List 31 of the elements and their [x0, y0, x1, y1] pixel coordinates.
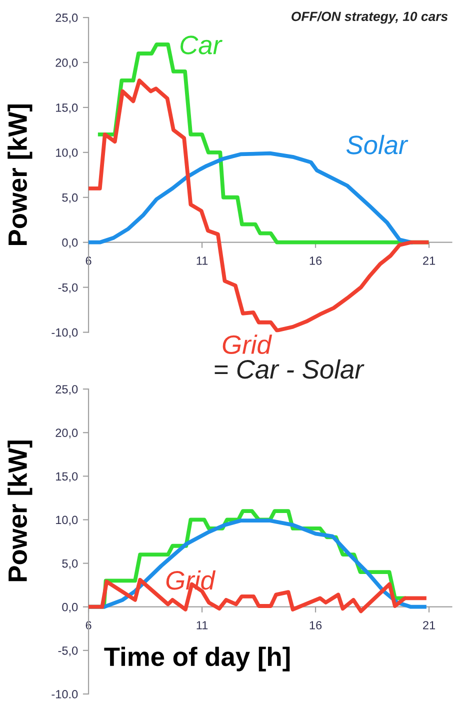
chart-title: OFF/ON strategy, 10 cars — [292, 11, 448, 24]
x-axis-title: Time of day [h] — [104, 646, 290, 672]
x-tick-label: 11 — [196, 256, 208, 265]
series-label: Car — [180, 36, 222, 54]
series-label: Grid — [222, 334, 272, 354]
series-label: Solar — [346, 134, 408, 154]
x-tick-label: 11 — [196, 621, 208, 630]
y-tick-label: 5,0 — [62, 193, 78, 204]
x-tick-label: 21 — [423, 621, 436, 630]
y-tick-label: 5,0 — [62, 559, 78, 570]
y-tick-label: 20,0 — [56, 428, 78, 438]
y-axis-title: Power [kW] — [8, 104, 32, 245]
x-tick-label: 16 — [310, 621, 322, 630]
y-tick-label: -5,0 — [58, 646, 78, 656]
y-tick-label: -5,0 — [58, 283, 78, 294]
x-tick-label: 21 — [423, 256, 436, 265]
text: = Car - Solar — [214, 359, 364, 379]
y-tick-label: 0,0 — [62, 238, 78, 248]
y-tick-label: 20,0 — [56, 58, 78, 68]
series-label: Grid — [166, 570, 216, 590]
y-tick-label: 15,0 — [56, 472, 78, 482]
x-tick-label: 16 — [310, 256, 322, 265]
y-axis-title: Power [kW] — [8, 440, 32, 582]
y-tick-label: 10,0 — [56, 516, 78, 526]
y-tick-label: 0,0 — [62, 602, 78, 613]
y-tick-label: 10,0 — [56, 148, 78, 158]
y-tick-label: -10.0 — [52, 690, 78, 698]
y-tick-label: -10,0 — [52, 328, 78, 338]
y-tick-label: 15,0 — [56, 103, 78, 114]
y-tick-label: 25,0 — [56, 385, 78, 395]
y-tick-label: 25,0 — [56, 14, 78, 24]
